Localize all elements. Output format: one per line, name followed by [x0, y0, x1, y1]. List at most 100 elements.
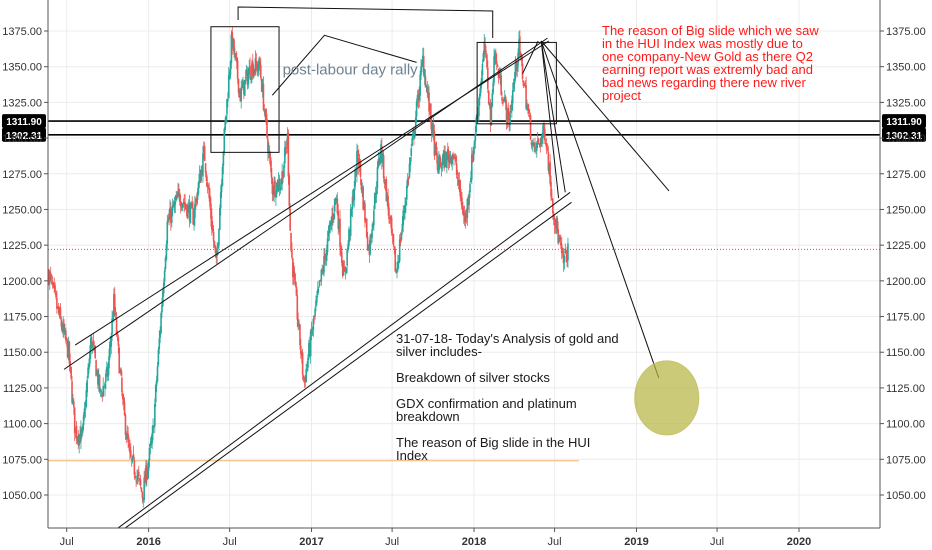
y-tick-label-right: 1050.00: [886, 490, 926, 502]
candle-body: [118, 347, 121, 374]
candle-body: [437, 164, 439, 173]
candle-body: [176, 195, 178, 198]
candle-body: [290, 232, 292, 251]
candle-body: [384, 179, 387, 185]
candle-body: [187, 204, 190, 207]
candle-body: [215, 255, 218, 259]
candle-body: [441, 158, 444, 165]
candle-body: [473, 141, 476, 147]
candle-body: [452, 154, 454, 158]
candle-body: [503, 97, 506, 101]
candle-body: [546, 149, 549, 151]
candle-body: [458, 180, 461, 185]
candle-body: [312, 318, 315, 331]
candle-body: [106, 367, 109, 377]
candle-body: [409, 158, 412, 165]
candle-body: [272, 192, 275, 195]
candle-body: [101, 394, 104, 397]
candle-body: [137, 474, 139, 477]
candle-body: [431, 123, 434, 132]
candle-body: [252, 69, 255, 78]
candle-body: [407, 177, 410, 179]
candle-body: [454, 157, 457, 162]
candle-body: [414, 130, 416, 138]
candle-body: [65, 330, 67, 341]
candle-body: [154, 403, 156, 426]
candle-body: [256, 64, 259, 72]
candle-body: [127, 433, 129, 443]
candle-body: [294, 281, 297, 287]
candle-body: [539, 142, 542, 147]
candle-body: [145, 465, 147, 484]
candle-body: [284, 147, 286, 164]
candle-body: [438, 155, 440, 174]
candle-body: [389, 217, 391, 219]
candlestick-series: [48, 26, 569, 508]
candle-body: [289, 208, 291, 231]
candle-body: [267, 150, 270, 152]
candle-body: [228, 72, 231, 77]
candle-body: [470, 154, 473, 180]
candle-body: [422, 55, 425, 75]
candle-body: [347, 244, 349, 251]
candle-body: [141, 492, 144, 498]
candle-body: [238, 89, 241, 94]
candle-body: [557, 228, 559, 244]
candle-body: [528, 115, 531, 117]
candle-body: [292, 270, 295, 277]
candle-body: [287, 133, 290, 177]
candle-body: [454, 156, 456, 159]
candle-body: [293, 272, 296, 280]
candle-body: [543, 126, 545, 132]
y-tick-label-left: 1325.00: [2, 97, 42, 109]
candle-body: [283, 165, 285, 178]
candle-body: [292, 258, 294, 278]
candle-body: [209, 195, 211, 207]
candle-body: [324, 254, 327, 260]
candle-body: [217, 244, 219, 249]
candle-body: [132, 453, 135, 459]
candle-body: [323, 255, 325, 273]
candle-body: [364, 203, 366, 222]
candle-body: [419, 74, 421, 96]
level-pill-right: 1311.90: [882, 114, 926, 129]
y-tick-label-right: 1325.00: [886, 97, 926, 109]
candle-body: [430, 122, 433, 134]
candle-body: [185, 204, 187, 208]
resistance-trend-line: [540, 40, 670, 192]
candle-body: [308, 342, 310, 359]
candle-body: [353, 188, 356, 201]
candle-body: [268, 151, 271, 158]
y-tick-label-left: 1350.00: [2, 62, 42, 74]
candle-body: [116, 333, 119, 336]
candle-body: [140, 487, 143, 492]
candle-body: [530, 142, 533, 145]
candle-body: [564, 248, 567, 253]
candle-body: [192, 207, 194, 225]
candle-body: [313, 316, 316, 318]
candle-body: [109, 344, 112, 349]
candle-body: [157, 349, 160, 365]
candle-body: [374, 194, 377, 197]
candle-body: [373, 210, 375, 226]
candle-body: [153, 426, 155, 428]
candle-body: [200, 169, 202, 182]
candle-body: [265, 108, 267, 121]
y-tick-label-right: 1275.00: [886, 169, 926, 181]
candle-body: [113, 293, 115, 317]
candle-body: [465, 214, 468, 216]
candle-body: [75, 425, 78, 439]
candle-body: [65, 338, 68, 340]
candle-body: [398, 239, 401, 262]
candle-body: [255, 60, 258, 65]
note-post-labour-day-rally: post-labour day rally: [283, 62, 419, 79]
candle-body: [535, 142, 538, 151]
candle-body: [183, 202, 186, 205]
candle-body: [95, 360, 97, 377]
candle-body: [368, 244, 371, 256]
candle-body: [349, 231, 351, 234]
candle-body: [361, 188, 364, 191]
candle-body: [178, 188, 180, 192]
candle-body: [235, 57, 238, 63]
candle-body: [173, 202, 176, 208]
